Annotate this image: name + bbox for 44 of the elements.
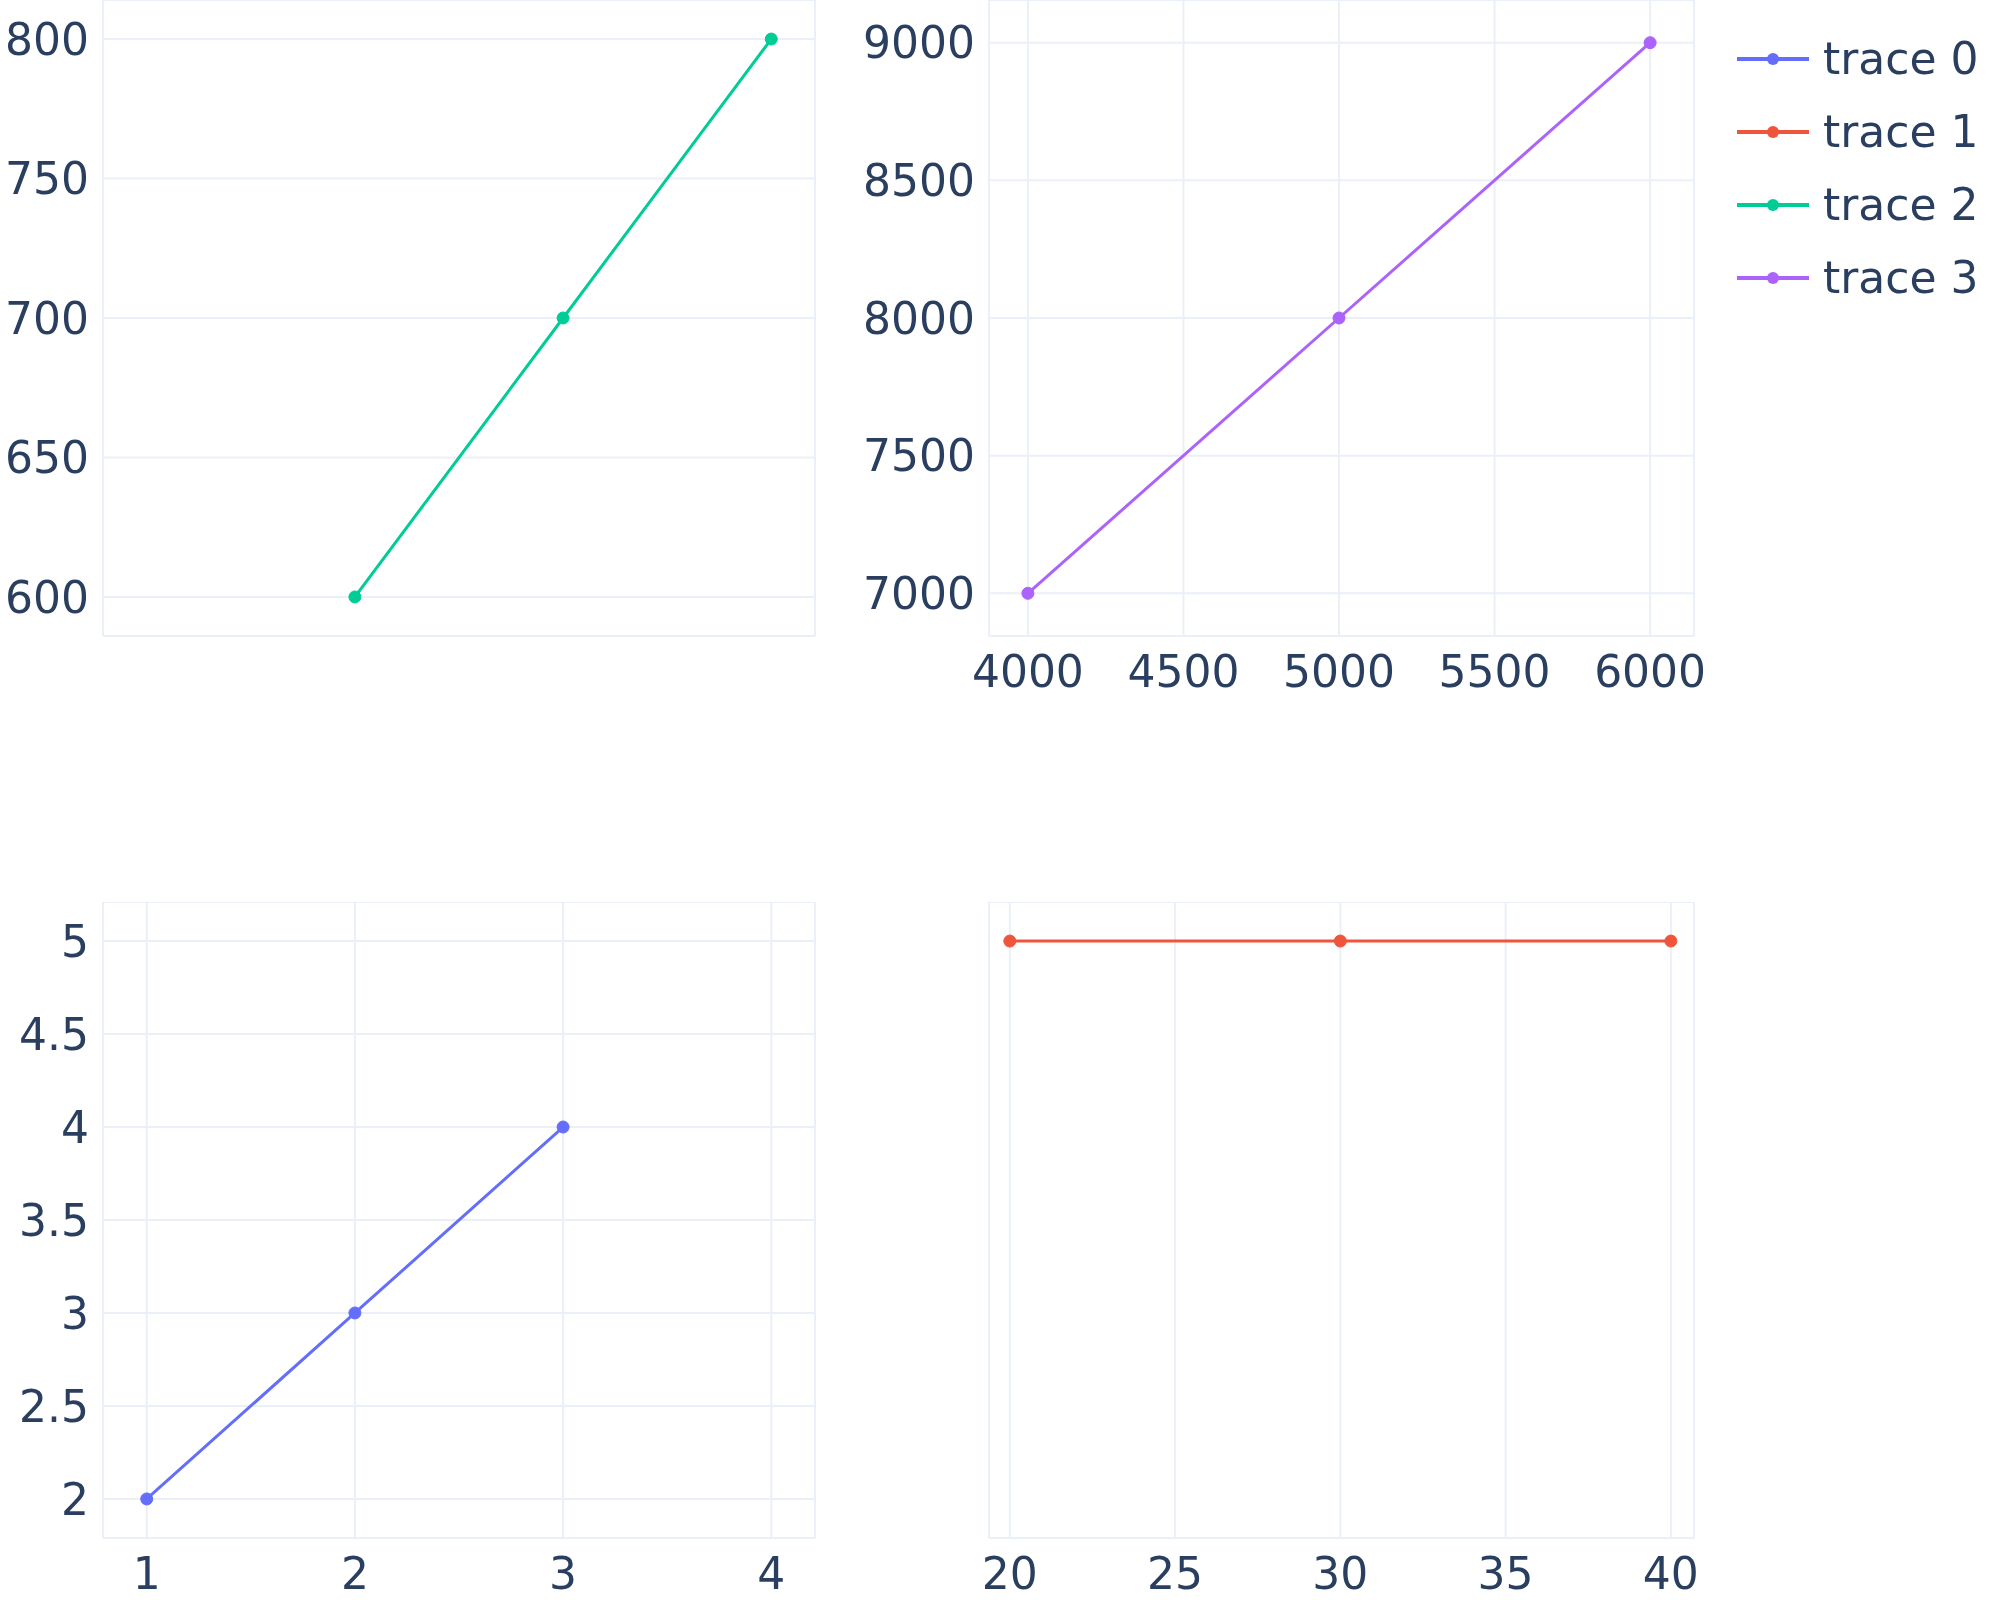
legend-label: trace 0 (1823, 33, 1979, 84)
y-tick-label: 3 (61, 1287, 89, 1339)
point (556, 311, 570, 325)
y-tick-label: 5 (61, 915, 89, 967)
y-tick-label: 7000 (863, 567, 975, 619)
y-tick-label: 800 (5, 13, 89, 65)
y-tick-label: 8500 (863, 154, 975, 206)
point (1332, 311, 1346, 325)
x-tick-label: 35 (1477, 1548, 1534, 1600)
x-tick-label: 30 (1312, 1548, 1369, 1600)
y-tick-label: 3.5 (19, 1194, 89, 1246)
x-tick-label: 3 (549, 1548, 578, 1600)
y-tick-label: 600 (5, 571, 89, 623)
x-tick-label: 4000 (971, 646, 1084, 698)
point (764, 32, 778, 46)
y-tick-label: 8000 (863, 292, 975, 344)
y-tick-label: 4 (61, 1101, 89, 1153)
y-tick-label: 9000 (863, 17, 975, 69)
point (1643, 36, 1657, 50)
y-tick-label: 650 (5, 432, 89, 484)
y-tick-label: 750 (5, 153, 89, 205)
legend-label: trace 1 (1823, 106, 1979, 157)
y-tick-label: 700 (5, 292, 89, 344)
point (556, 1120, 570, 1134)
x-tick-label: 20 (981, 1548, 1038, 1600)
point (348, 590, 362, 604)
y-tick-label: 2.5 (19, 1380, 89, 1432)
y-tick-label: 4.5 (19, 1008, 89, 1060)
x-tick-label: 40 (1642, 1548, 1699, 1600)
point (140, 1492, 154, 1506)
point (348, 1306, 362, 1320)
x-tick-label: 25 (1147, 1548, 1204, 1600)
x-tick-label: 4 (757, 1548, 786, 1600)
legend-label: trace 3 (1823, 252, 1979, 303)
x-tick-label: 5500 (1438, 646, 1551, 698)
point (1021, 586, 1035, 600)
legend-label: trace 2 (1823, 179, 1979, 230)
y-tick-label: 2 (61, 1473, 89, 1525)
x-tick-label: 2 (340, 1548, 369, 1600)
x-tick-label: 5000 (1283, 646, 1395, 698)
y-tick-label: 7500 (863, 430, 975, 482)
x-tick-label: 4500 (1127, 646, 1240, 698)
x-tick-label: 6000 (1594, 646, 1707, 698)
x-tick-label: 1 (132, 1548, 161, 1600)
